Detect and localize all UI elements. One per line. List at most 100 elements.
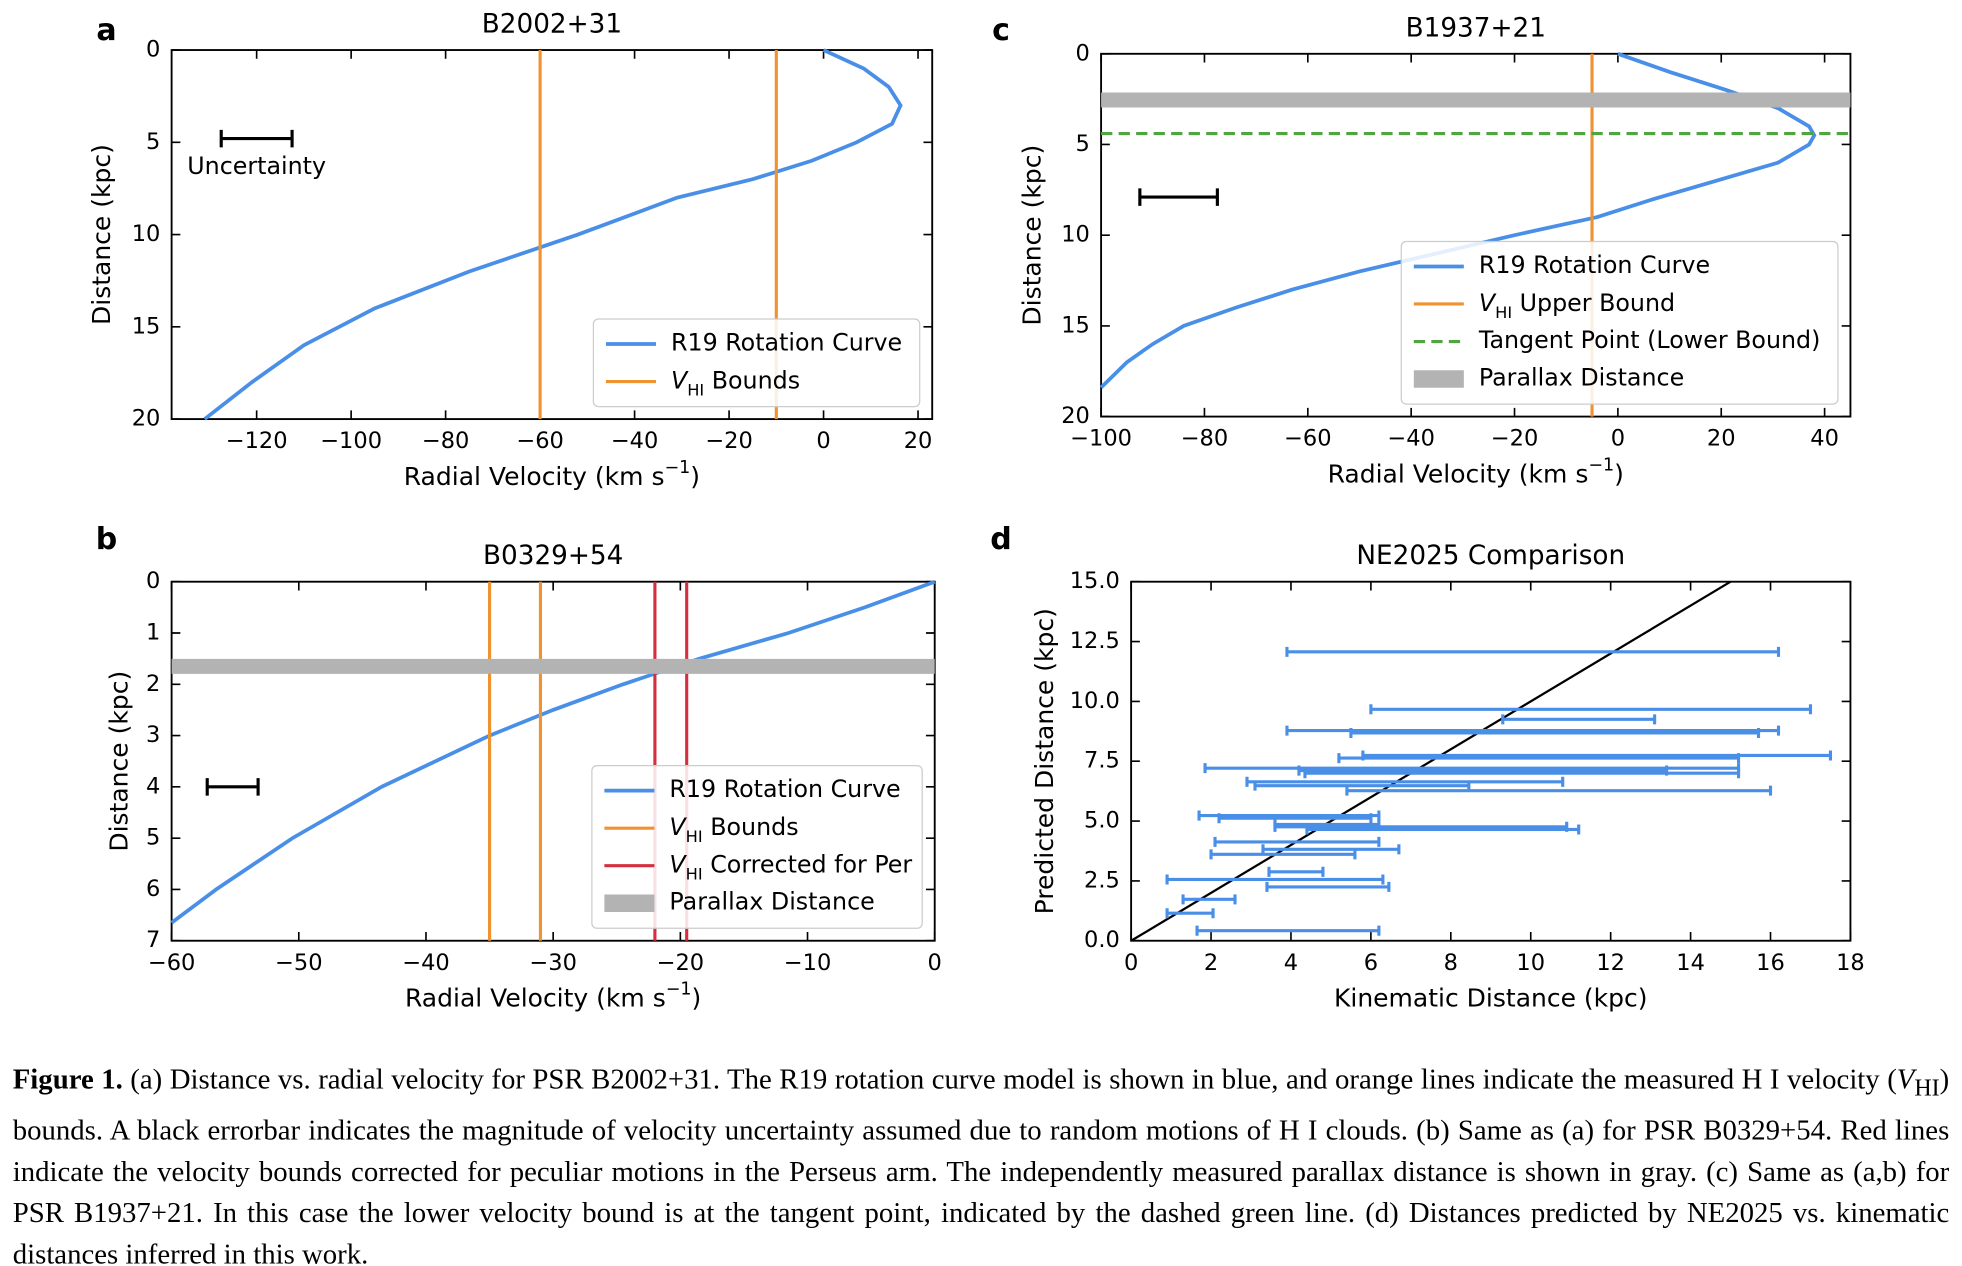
- y-tick-label: 7.5: [1084, 748, 1120, 774]
- x-tick-label: 14: [1676, 950, 1705, 976]
- y-tick-label: 0: [146, 568, 160, 594]
- x-axis-label-sup: −1: [1588, 455, 1614, 475]
- legend-symbol: V: [669, 850, 687, 878]
- legend-label: R19 Rotation Curve: [669, 775, 900, 803]
- uncertainty-bar: [205, 778, 260, 796]
- legend-subscript: HI: [686, 827, 703, 846]
- y-tick-label: 4: [146, 773, 160, 799]
- y-tick-label: 20: [1061, 403, 1090, 429]
- y-tick-label: 0: [1076, 40, 1090, 66]
- caption: Figure 1. (a) Distance vs. radial veloci…: [13, 1058, 1950, 1266]
- distance-errorbar: [1303, 768, 1741, 779]
- legend-text: Upper Bound: [1520, 288, 1675, 316]
- axes-frame: [1130, 580, 1852, 942]
- y-tick-label: 5: [1076, 131, 1090, 157]
- x-tick-label: 20: [1707, 426, 1736, 452]
- x-axis-label-sup: −1: [664, 458, 690, 478]
- x-tick-label: −40: [1387, 426, 1434, 452]
- x-tick-label: −60: [148, 950, 195, 976]
- y-axis-label: Predicted Distance (kpc): [1030, 608, 1059, 914]
- y-tick-label: 7: [146, 927, 160, 953]
- legend-symbol: V: [1479, 288, 1497, 316]
- x-axis-label-text: Radial Velocity (km s: [405, 984, 666, 1013]
- caption-subscript: HI: [1914, 1075, 1940, 1102]
- panel-label: b: [96, 522, 118, 557]
- distance-errorbar: [1337, 753, 1741, 764]
- distance-errorbar: [1181, 894, 1237, 905]
- x-tick-label: −20: [657, 950, 704, 976]
- y-tick-label: 0.0: [1084, 927, 1120, 953]
- x-axis-label: Radial Velocity (km s−1): [405, 980, 701, 1013]
- chart-title: B2002+31: [482, 10, 622, 40]
- y-tick-label: 1: [146, 620, 160, 646]
- x-tick-label: −60: [516, 428, 563, 454]
- caption-box: Figure 1. (a) Distance vs. radial veloci…: [13, 1058, 1950, 1266]
- distance-errorbar: [1349, 727, 1761, 738]
- uncertainty-bar: [219, 129, 294, 148]
- y-tick-label: 15: [1061, 312, 1090, 338]
- legend-subscript: HI: [686, 865, 703, 884]
- panel-label: d: [990, 522, 1012, 557]
- x-tick-label: −100: [320, 428, 382, 454]
- x-tick-label: −100: [1070, 426, 1132, 452]
- legend-text: Bounds: [712, 366, 800, 394]
- rotation-curve: [1099, 52, 1817, 389]
- y-tick-label: 10: [1061, 222, 1090, 248]
- legend-label: VHI Bounds: [669, 813, 798, 847]
- x-tick-label: 12: [1596, 950, 1625, 976]
- x-tick-label: 2: [1204, 950, 1218, 976]
- chart-title: B1937+21: [1406, 13, 1546, 43]
- rotation-curve: [170, 579, 936, 925]
- x-tick-label: −50: [275, 950, 322, 976]
- y-tick-label: 5.0: [1084, 808, 1120, 834]
- distance-errorbar: [1165, 874, 1385, 885]
- distance-errorbar: [1267, 866, 1325, 877]
- x-axis-label: Kinematic Distance (kpc): [1334, 984, 1648, 1013]
- y-tick-label: 3: [146, 722, 160, 748]
- x-tick-label: −30: [529, 950, 576, 976]
- legend-label: Parallax Distance: [669, 888, 874, 916]
- y-tick-label: 10.0: [1070, 688, 1120, 714]
- y-tick-label: 5: [146, 129, 160, 155]
- y-tick-label: 12.5: [1070, 628, 1120, 654]
- legend-subscript: HI: [1495, 303, 1512, 322]
- x-tick-label: 0: [928, 950, 942, 976]
- distance-errorbar: [1245, 776, 1565, 787]
- legend-label: Parallax Distance: [1479, 364, 1684, 392]
- x-tick-label: 0: [1124, 950, 1138, 976]
- distance-errorbar: [1285, 725, 1781, 736]
- legend-label: Tangent Point (Lower Bound): [1478, 326, 1821, 354]
- x-tick-label: 4: [1284, 950, 1298, 976]
- x-tick-label: 8: [1444, 950, 1458, 976]
- x-tick-label: −60: [1284, 426, 1331, 452]
- x-axis-label-sup: −1: [666, 980, 692, 1000]
- y-axis-label: Distance (kpc): [1018, 145, 1047, 326]
- y-tick-label: 0: [146, 37, 160, 63]
- y-tick-label: 15: [132, 313, 161, 339]
- legend-label: VHI Upper Bound: [1479, 288, 1675, 322]
- caption-label: Figure 1.: [12, 1063, 123, 1095]
- distance-errorbar: [1345, 785, 1773, 796]
- y-axis-label: Distance (kpc): [104, 671, 133, 852]
- x-tick-label: 6: [1364, 950, 1378, 976]
- legend-subscript: HI: [687, 381, 704, 400]
- y-tick-label: 6: [146, 876, 160, 902]
- chart-title: NE2025 Comparison: [1356, 541, 1625, 571]
- x-tick-label: −20: [705, 428, 752, 454]
- x-tick-label: 18: [1836, 950, 1865, 976]
- x-tick-label: −80: [1181, 426, 1228, 452]
- distance-errorbar: [1195, 925, 1381, 936]
- x-tick-label: 20: [904, 428, 933, 454]
- x-tick-label: −10: [784, 950, 831, 976]
- legend-label: VHI Corrected for Per: [669, 850, 912, 884]
- legend-box: [591, 764, 923, 929]
- caption-text: ) bounds. A black errorbar indicates the…: [12, 1063, 1950, 1266]
- y-tick-label: 20: [132, 406, 161, 432]
- x-axis-label-end: ): [690, 462, 700, 491]
- x-tick-label: 0: [1611, 426, 1625, 452]
- distance-errorbar: [1501, 714, 1657, 725]
- distance-errorbar: [1209, 849, 1357, 860]
- x-axis-label-end: ): [1614, 459, 1624, 488]
